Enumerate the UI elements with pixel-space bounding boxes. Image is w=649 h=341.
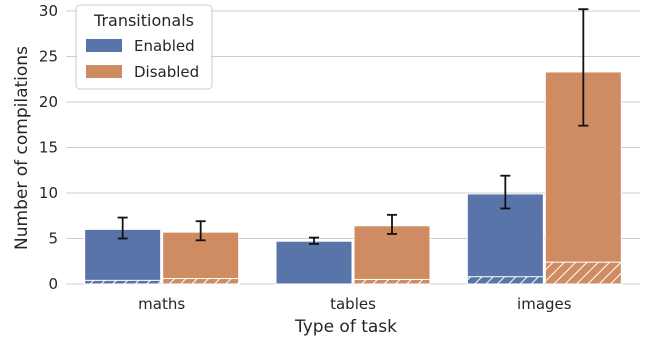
x-axis-title: Type of task [294, 317, 397, 337]
x-tick-label-tables: tables [330, 295, 376, 313]
legend-label-disabled: Disabled [134, 63, 199, 81]
legend-swatch-disabled [86, 65, 122, 78]
hatch-pattern-enabled-images [467, 276, 544, 284]
y-tick-label: 25 [39, 48, 58, 66]
y-tick-label: 15 [39, 139, 58, 157]
hatch-pattern-enabled-maths [84, 280, 161, 284]
x-tick-label-maths: maths [138, 295, 185, 313]
y-tick-label: 30 [39, 2, 58, 20]
hatch-pattern-disabled-maths [162, 278, 239, 284]
y-tick-label: 0 [48, 275, 58, 293]
y-axis-title: Number of compilations [12, 46, 32, 250]
bar-enabled-tables [275, 240, 353, 285]
legend-title: Transitionals [93, 11, 194, 30]
legend-swatch-enabled [86, 39, 122, 52]
legend: Transitionals Enabled Disabled [75, 4, 213, 90]
legend-label-enabled: Enabled [134, 37, 195, 55]
y-tick-label: 5 [48, 230, 58, 248]
y-tick-label: 20 [39, 93, 58, 111]
x-tick-label-images: images [517, 295, 572, 313]
error-bars [117, 8, 589, 245]
y-tick-label: 10 [39, 184, 58, 202]
hatch-pattern-disabled-tables [354, 279, 430, 284]
axes: 0 5 10 15 20 25 30 maths tables images [39, 2, 572, 313]
hatch-pattern-disabled-images [545, 262, 622, 284]
bars [84, 71, 622, 285]
